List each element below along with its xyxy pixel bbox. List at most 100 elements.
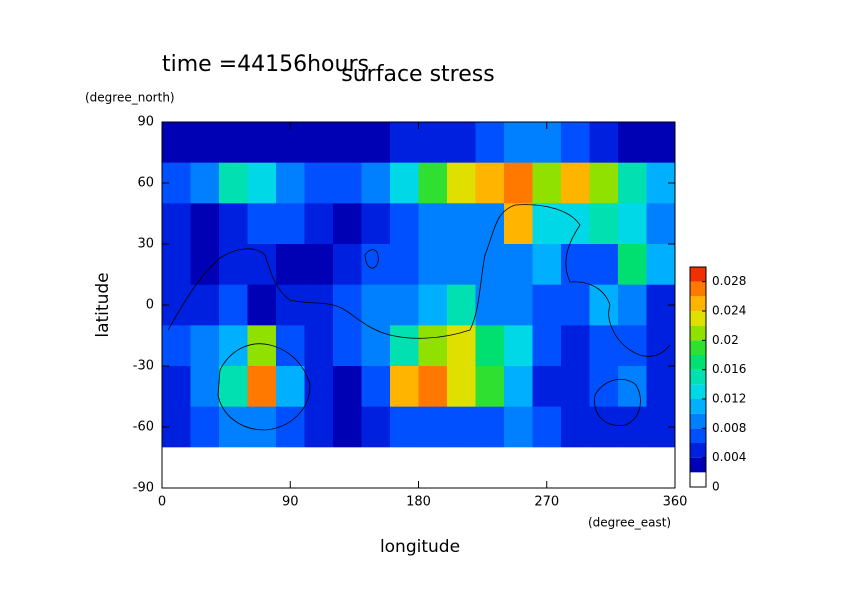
- field-cell: [532, 325, 562, 367]
- field-cell: [646, 203, 676, 245]
- colorbar-segment: [690, 457, 706, 473]
- field-cell: [162, 366, 191, 408]
- field-cell: [447, 162, 476, 204]
- field-cell: [361, 406, 391, 448]
- field-cell: [219, 244, 248, 286]
- field-cell: [333, 284, 362, 326]
- field-cell: [646, 366, 676, 408]
- field-cell: [589, 325, 619, 367]
- field-cell: [276, 244, 305, 286]
- colorbar-tick-label: 0.024: [712, 304, 746, 318]
- field-cell: [247, 162, 277, 204]
- field-cell: [333, 325, 362, 367]
- y-tick-label: 0: [146, 298, 154, 313]
- field-cell: [646, 447, 676, 489]
- field-cell: [162, 203, 191, 245]
- field-cell: [618, 284, 647, 326]
- field-cell: [589, 162, 619, 204]
- coastline: [217, 343, 311, 431]
- field-cell: [247, 447, 277, 489]
- field-cell: [333, 203, 362, 245]
- field-cell: [276, 406, 305, 448]
- field-cell: [276, 203, 305, 245]
- field-cell: [646, 244, 676, 286]
- field-cell: [532, 162, 562, 204]
- field-cell: [561, 203, 590, 245]
- colorbar-segment: [690, 296, 706, 311]
- y-unit: (degree_north): [85, 91, 175, 105]
- field-cell: [418, 406, 448, 448]
- y-tick-label: -30: [133, 359, 154, 374]
- field-cell: [418, 366, 448, 408]
- colorbar-segment: [690, 443, 706, 458]
- coastline: [167, 204, 671, 357]
- field-cell: [304, 122, 334, 164]
- y-tick-label: -90: [133, 481, 154, 496]
- colorbar-tick-label: 0.008: [712, 421, 746, 435]
- field-cell: [333, 244, 362, 286]
- field-cell: [247, 325, 277, 367]
- field-cell: [219, 325, 248, 367]
- y-tick-label: -60: [133, 420, 154, 435]
- field-cell: [504, 162, 533, 204]
- field-cell: [361, 203, 391, 245]
- colorbar-segment: [690, 267, 706, 282]
- field-cell: [447, 447, 476, 489]
- field-cell: [361, 162, 391, 204]
- field-cell: [475, 447, 505, 489]
- field-cell: [219, 162, 248, 204]
- field-cell: [646, 122, 676, 164]
- field-cell: [589, 366, 619, 408]
- field-cell: [304, 244, 334, 286]
- colorbar-segment: [690, 384, 706, 399]
- field-cell: [618, 203, 647, 245]
- colorbar-segment: [690, 399, 706, 414]
- field-cell: [418, 284, 448, 326]
- field-cell: [589, 447, 619, 489]
- field-cell: [418, 122, 448, 164]
- colorbar-tick-label: 0.004: [712, 450, 746, 464]
- field-cell: [361, 447, 391, 489]
- y-tick-label: 30: [137, 237, 154, 252]
- field-cell: [304, 366, 334, 408]
- colorbar-segment: [690, 340, 706, 355]
- colorbar-segment: [690, 311, 706, 326]
- field-cell: [162, 244, 191, 286]
- field-cell: [561, 406, 590, 448]
- field-cell: [475, 122, 505, 164]
- field-cell: [276, 162, 305, 204]
- field-cell: [532, 366, 562, 408]
- x-unit: (degree_east): [588, 516, 671, 530]
- field: [162, 122, 676, 489]
- field-cell: [418, 162, 448, 204]
- field-cell: [504, 325, 533, 367]
- field-cell: [532, 284, 562, 326]
- field-cell: [190, 122, 220, 164]
- field-cell: [276, 366, 305, 408]
- field-cell: [190, 244, 220, 286]
- field-cell: [219, 447, 248, 489]
- field-cell: [418, 244, 448, 286]
- field-cell: [190, 406, 220, 448]
- field-cell: [504, 284, 533, 326]
- field-cell: [361, 366, 391, 408]
- x-tick-label: 270: [534, 495, 559, 510]
- field-cell: [589, 284, 619, 326]
- field-cell: [618, 122, 647, 164]
- field-cell: [504, 122, 533, 164]
- field-cell: [333, 122, 362, 164]
- field-cell: [390, 203, 419, 245]
- field-cell: [532, 203, 562, 245]
- field-cell: [447, 406, 476, 448]
- field-cell: [561, 244, 590, 286]
- field-cell: [646, 325, 676, 367]
- field-cell: [504, 406, 533, 448]
- field-cell: [447, 325, 476, 367]
- x-tick-label: 90: [282, 495, 299, 510]
- field-cell: [561, 325, 590, 367]
- colorbar: 0 0.004 0.008 0.012 0.016 0.02 0.024 0.028: [689, 266, 746, 494]
- field-cell: [162, 122, 191, 164]
- field-cell: [504, 447, 533, 489]
- colorbar-frame: [689, 266, 707, 488]
